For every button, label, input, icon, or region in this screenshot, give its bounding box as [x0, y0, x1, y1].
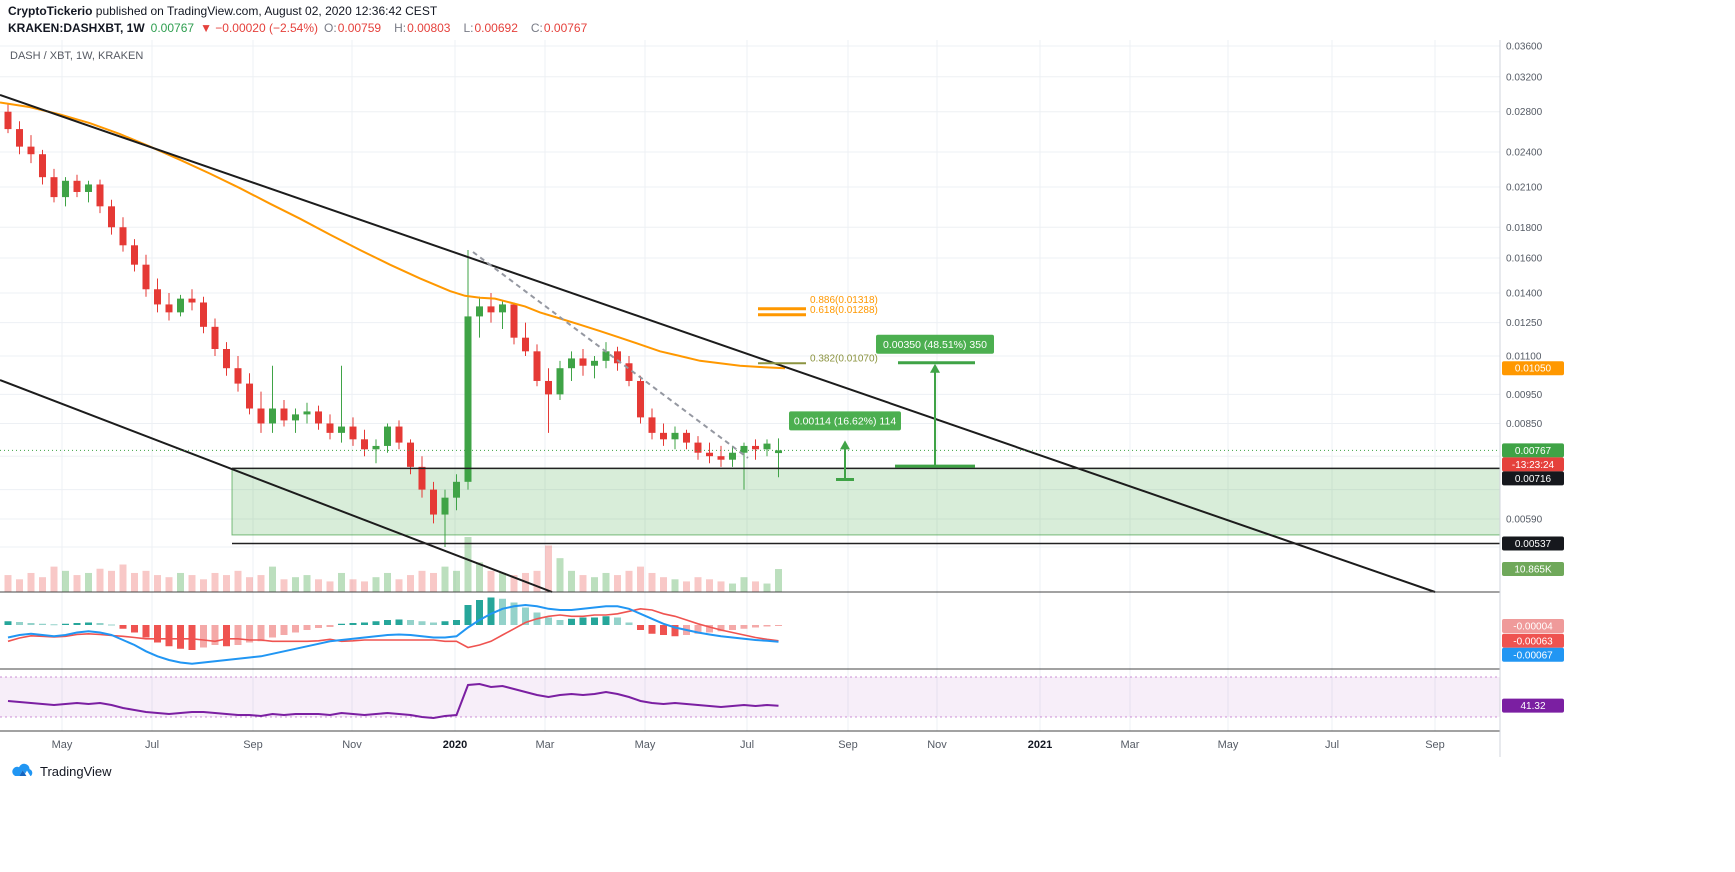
svg-text:0.00716: 0.00716	[1515, 474, 1552, 485]
svg-text:0.00350 (48.51%) 350: 0.00350 (48.51%) 350	[883, 339, 987, 351]
low-label: L:	[463, 21, 474, 35]
svg-text:2021: 2021	[1028, 739, 1052, 751]
svg-text:0.00537: 0.00537	[1515, 539, 1552, 550]
price-change: ▼ −0.00020 (−2.54%)	[200, 21, 319, 35]
trendline-drawings	[0, 94, 1500, 593]
svg-text:0.886(0.01318): 0.886(0.01318)	[810, 295, 878, 306]
footer-brand: TradingView	[40, 763, 112, 779]
svg-text:Sep: Sep	[838, 739, 858, 751]
symbol-title: KRAKEN:DASHXBT, 1W	[8, 21, 145, 35]
svg-text:Sep: Sep	[243, 739, 263, 751]
svg-text:Nov: Nov	[927, 739, 947, 751]
svg-text:0.00850: 0.00850	[1506, 419, 1543, 430]
time-axis[interactable]: May Jul Sep Nov 2020 Mar May Jul Sep Nov 2021 Mar Ma…	[0, 732, 1568, 757]
publish-line: CryptoTickerio published on TradingView.…	[8, 3, 600, 20]
ohlc-open: O:0.00759	[324, 21, 387, 35]
svg-text:0.00590: 0.00590	[1506, 514, 1543, 525]
symbol-line: KRAKEN:DASHXBT, 1W 0.00767 ▼ −0.00020 (−2.…	[8, 20, 600, 37]
high-label: H:	[394, 21, 407, 35]
open-value: 0.00759	[337, 21, 382, 35]
chart-watermark: DASH / XBT, 1W, KRAKEN	[10, 50, 143, 62]
published-info: published on TradingView.com, August 02,…	[92, 4, 438, 18]
low-value: 0.00692	[474, 21, 518, 35]
svg-text:Jul: Jul	[740, 739, 754, 751]
svg-text:Mar: Mar	[1121, 739, 1140, 751]
svg-text:Jul: Jul	[1325, 739, 1339, 751]
svg-text:0.00950: 0.00950	[1506, 390, 1543, 401]
chart-canvas[interactable]: 0.886(0.01318)0.618(0.01288) 0.382(0.0107…	[0, 40, 1568, 757]
high-value: 0.00803	[407, 21, 451, 35]
svg-text:May: May	[52, 739, 73, 751]
ohlc-high: H:0.00803	[394, 21, 456, 35]
chart-area: 0.886(0.01318) 0.618(0.01288) 0.382(0.0107…	[0, 40, 1568, 762]
svg-text:Sep: Sep	[1425, 739, 1445, 751]
last-price: 0.00767	[150, 21, 195, 35]
candlestick-series	[4, 104, 782, 547]
volume-series	[4, 537, 782, 592]
footer: TradingView	[10, 762, 112, 780]
svg-text:-13:23:24: -13:23:24	[1512, 460, 1555, 471]
svg-text:0.618(0.01288): 0.618(0.01288)	[810, 305, 878, 316]
close-label: C:	[530, 21, 543, 35]
tradingview-logo	[12, 763, 33, 776]
svg-text:0.382(0.01070): 0.382(0.01070)	[810, 353, 878, 364]
svg-text:0.01250: 0.01250	[1506, 318, 1543, 329]
svg-text:0.01400: 0.01400	[1506, 288, 1543, 299]
svg-text:-0.00067: -0.00067	[1513, 650, 1553, 661]
fib-retracement-levels: 0.886(0.01318)0.618(0.01288) 0.382(0.0107…	[758, 295, 878, 365]
svg-text:0.01100: 0.01100	[1506, 352, 1542, 363]
open-label: O:	[324, 21, 337, 35]
svg-text:10.865K: 10.865K	[1514, 565, 1552, 576]
svg-text:-0.00004: -0.00004	[1513, 622, 1553, 633]
svg-text:0.03600: 0.03600	[1506, 42, 1543, 53]
svg-text:0.01800: 0.01800	[1506, 223, 1543, 234]
moving-average-line	[0, 101, 786, 370]
svg-text:Nov: Nov	[342, 739, 362, 751]
svg-text:0.01600: 0.01600	[1506, 254, 1543, 265]
svg-text:0.00767: 0.00767	[1515, 446, 1552, 457]
svg-text:41.32: 41.32	[1520, 701, 1545, 712]
rsi-pane	[0, 676, 1500, 720]
header: CryptoTickerio published on TradingView.…	[8, 3, 600, 37]
pane-separators	[0, 591, 1568, 757]
svg-text:0.00114 (16.62%) 114: 0.00114 (16.62%) 114	[794, 415, 897, 427]
svg-text:0.02100: 0.02100	[1506, 182, 1543, 193]
svg-text:0.02800: 0.02800	[1506, 107, 1543, 118]
svg-text:May: May	[1218, 739, 1239, 751]
measurement-arrows: 0.00114 (16.62%) 114 0.00350 (48.51%) 350	[789, 334, 994, 482]
svg-text:2020: 2020	[443, 739, 467, 751]
svg-text:0.02400: 0.02400	[1506, 148, 1543, 159]
svg-text:Mar: Mar	[536, 739, 555, 751]
svg-text:0.03200: 0.03200	[1506, 72, 1543, 83]
publisher-name: CryptoTickerio	[8, 4, 93, 18]
ohlc-close: C:0.00767	[531, 21, 593, 35]
svg-text:Jul: Jul	[145, 739, 159, 751]
ohlc-low: L:0.00692	[463, 21, 523, 35]
close-value: 0.00767	[543, 21, 588, 35]
svg-text:-0.00063: -0.00063	[1513, 636, 1553, 647]
svg-text:May: May	[635, 739, 656, 751]
macd-pane	[4, 597, 782, 665]
svg-text:0.01050: 0.01050	[1515, 364, 1552, 375]
price-axis[interactable]: 0.03600 0.03200 0.02800 0.02400 0.02100 0.018…	[1499, 40, 1568, 757]
